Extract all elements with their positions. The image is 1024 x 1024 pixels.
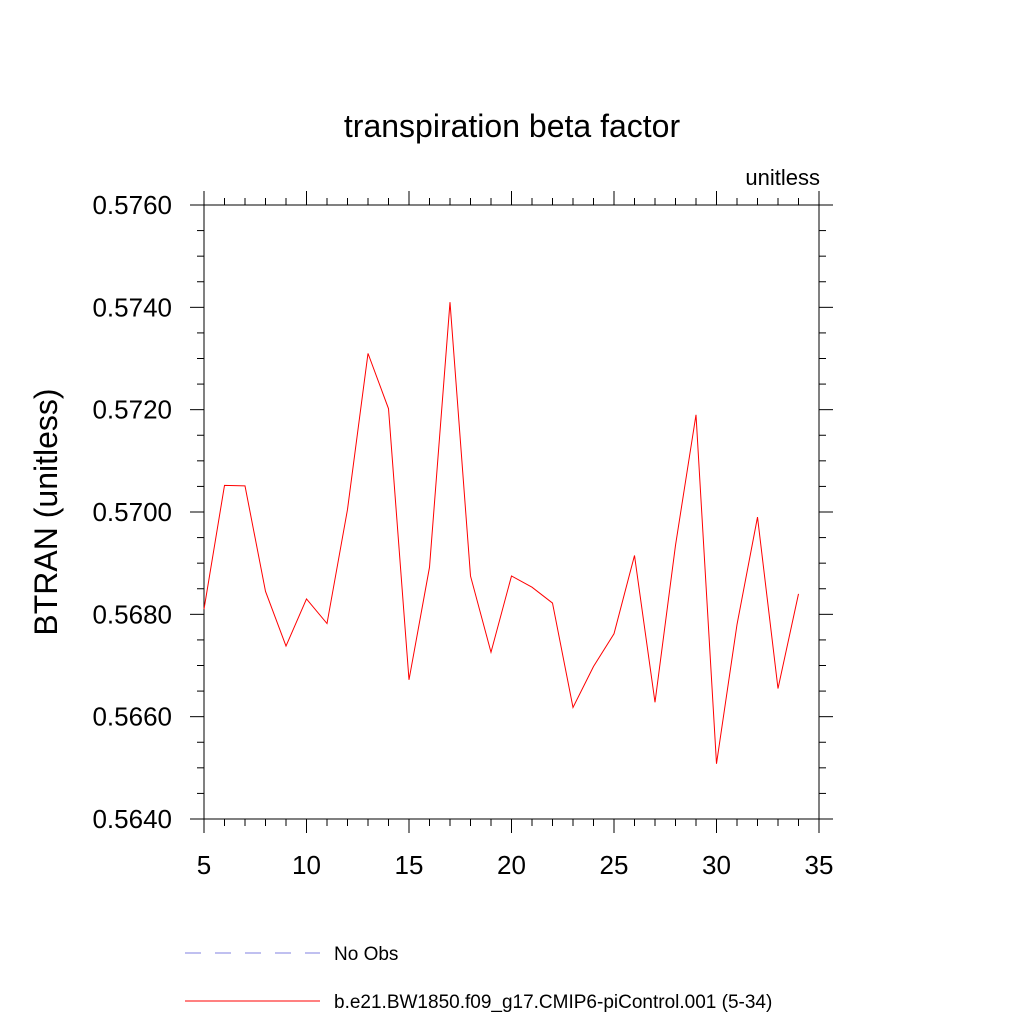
x-tick-label: 30 bbox=[702, 850, 731, 880]
y-tick-label: 0.5740 bbox=[92, 292, 172, 322]
y-tick-label: 0.5720 bbox=[92, 395, 172, 425]
y-tick-label: 0.5700 bbox=[92, 497, 172, 527]
y-tick-label: 0.5640 bbox=[92, 804, 172, 834]
series-layer bbox=[203, 302, 799, 764]
legend-label-model: b.e21.BW1850.f09_g17.CMIP6-piControl.001… bbox=[334, 992, 772, 1013]
legend: No Obs b.e21.BW1850.f09_g17.CMIP6-piCont… bbox=[185, 944, 772, 1013]
y-axis-label: BTRAN (unitless) bbox=[28, 388, 64, 635]
x-tick-label: 15 bbox=[395, 850, 424, 880]
y-tick-label: 0.5660 bbox=[92, 702, 172, 732]
plot-frame bbox=[203, 204, 820, 820]
legend-label-no-obs: No Obs bbox=[334, 944, 398, 965]
chart-title: transpiration beta factor bbox=[344, 108, 681, 144]
x-tick-label: 35 bbox=[805, 850, 834, 880]
y-tick-label: 0.5760 bbox=[92, 190, 172, 220]
x-tick-label: 10 bbox=[292, 850, 321, 880]
x-tick-label: 5 bbox=[197, 850, 211, 880]
y-tick-labels: 0.5640 0.5660 0.5680 0.5700 0.5720 0.5740 0.57… bbox=[92, 190, 172, 834]
x-tick-label: 25 bbox=[600, 850, 629, 880]
axis-ticks bbox=[190, 191, 833, 833]
x-tick-label: 20 bbox=[497, 850, 526, 880]
x-tick-labels: 5 10 15 20 25 30 35 bbox=[197, 850, 834, 880]
units-label: unitless bbox=[745, 165, 820, 190]
series-line bbox=[203, 302, 799, 764]
y-tick-label: 0.5680 bbox=[92, 599, 172, 629]
